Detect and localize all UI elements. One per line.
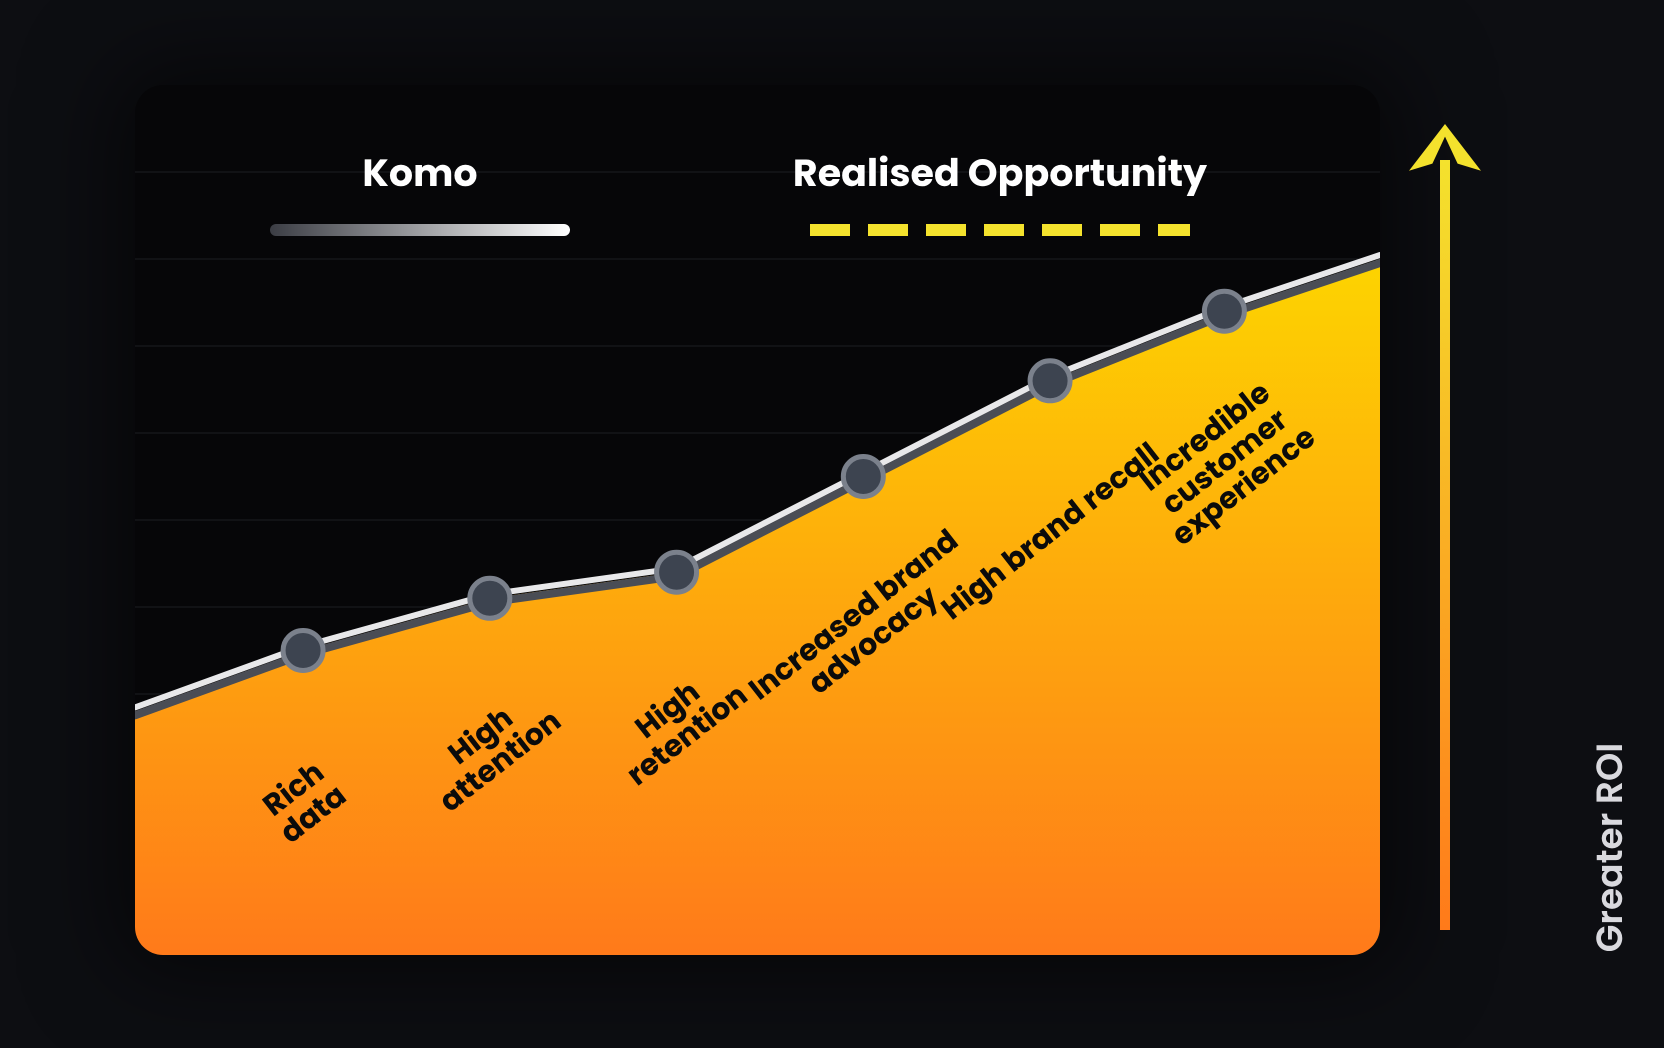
data-point-marker [657,552,697,592]
legend-komo: Komo [260,145,580,236]
legend-label: Komo [362,145,477,202]
legend-label: Realised Opportunity [793,145,1207,202]
data-point-marker [470,578,510,618]
legend-realised-opportunity: Realised Opportunity [760,145,1240,236]
data-point-marker [1030,361,1070,401]
legend-line [810,224,1190,236]
legend-line [270,224,570,236]
y-axis-label: Greater ROI [1582,743,1637,952]
data-point-marker [283,631,323,671]
data-point-marker [1204,291,1244,331]
data-point-marker [843,457,883,497]
roi-arrow-icon [1409,124,1481,930]
